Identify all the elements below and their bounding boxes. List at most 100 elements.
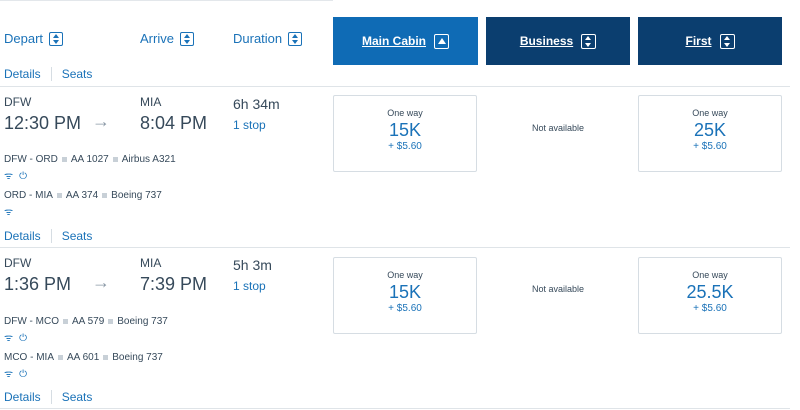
segment-aircraft: Boeing 737 (117, 316, 168, 327)
flight-links: Details Seats (0, 388, 92, 406)
power-outlet-icon: ⏻ (19, 369, 28, 380)
destination-code: MIA (140, 256, 162, 270)
segment-aircraft: Airbus A321 (121, 154, 176, 165)
seats-link[interactable]: Seats (61, 390, 93, 404)
amenities: ᯤ ⏻ (4, 171, 27, 182)
segment-flight: AA 601 (67, 352, 100, 363)
amenities: ᯤ (4, 207, 13, 218)
seats-link[interactable]: Seats (61, 229, 93, 243)
sort-depart-label: Depart (4, 31, 44, 46)
fare-miles: 25K (693, 120, 727, 140)
flight-row: DFW 1:36 PM → MIA 7:39 PM 5h 3m 1 stop D… (0, 248, 790, 408)
tab-main-cabin[interactable]: Main Cabin (333, 17, 478, 65)
fare-first[interactable]: One way 25K + $5.60 (638, 95, 782, 172)
fare-type: One way (692, 270, 728, 280)
sort-arrive[interactable]: Arrive (140, 31, 194, 46)
flight-row: DFW 12:30 PM → MIA 8:04 PM 6h 34m 1 stop… (0, 87, 790, 247)
fare-type: One way (692, 108, 728, 118)
seats-link[interactable]: Seats (61, 67, 93, 81)
tab-first-label: First (685, 34, 712, 48)
segment-aircraft: Boeing 737 (111, 190, 162, 201)
sort-duration-label: Duration (233, 31, 283, 46)
sort-depart[interactable]: Depart (4, 31, 64, 46)
sort-toggle-icon (581, 33, 597, 49)
row-divider (0, 247, 790, 248)
details-link[interactable]: Details (0, 390, 52, 404)
destination-code: MIA (140, 95, 162, 109)
fare-main-cabin[interactable]: One way 15K + $5.60 (333, 257, 477, 334)
segment-flight: AA 374 (65, 190, 99, 201)
sort-toggle-icon (49, 31, 64, 46)
segment-info: DFW - ORD AA 1027 Airbus A321 (4, 154, 176, 165)
fare-miles: 25.5K (686, 282, 734, 302)
separator (103, 355, 109, 360)
depart-time: 12:30 PM (4, 113, 82, 133)
fare-tax: + $5.60 (388, 141, 422, 152)
wifi-icon: ᯤ (4, 207, 14, 218)
fare-tax: + $5.60 (388, 303, 422, 314)
separator (58, 355, 63, 360)
tab-first[interactable]: First (638, 17, 782, 65)
duration: 5h 3m (233, 257, 272, 273)
segment-aircraft: Boeing 737 (112, 352, 163, 363)
segment-route: DFW - ORD (4, 154, 58, 165)
fare-type: One way (387, 270, 423, 280)
sort-arrive-label: Arrive (140, 31, 174, 46)
flight-links: Details Seats (0, 227, 92, 245)
sort-duration[interactable]: Duration (233, 31, 303, 46)
tab-business[interactable]: Business (486, 17, 630, 65)
origin-code: DFW (4, 95, 32, 109)
arrive-time: 7:39 PM (140, 274, 208, 294)
fare-miles: 15K (388, 120, 422, 140)
origin-code: DFW (4, 256, 32, 270)
separator (56, 193, 62, 198)
segment-info: DFW - MCO AA 579 Boeing 737 (4, 316, 168, 327)
wifi-icon: ᯤ (4, 333, 14, 344)
amenities: ᯤ ⏻ (4, 333, 27, 344)
fare-first[interactable]: One way 25.5K + $5.60 (638, 257, 782, 334)
segment-route: ORD - MIA (4, 190, 53, 201)
segment-info: ORD - MIA AA 374 Boeing 737 (4, 190, 162, 201)
segment-route: DFW - MCO (4, 316, 59, 327)
separator (61, 157, 67, 162)
row-divider (0, 408, 790, 409)
details-link[interactable]: Details (0, 229, 52, 243)
fare-business-unavailable: Not available (531, 284, 585, 294)
separator (112, 157, 118, 162)
separator (63, 319, 68, 324)
fare-type: One way (387, 108, 423, 118)
separator (108, 319, 114, 324)
segment-info: MCO - MIA AA 601 Boeing 737 (4, 352, 163, 363)
arrive-time: 8:04 PM (140, 113, 208, 133)
duration: 6h 34m (233, 96, 280, 112)
arrow-right-icon: → (92, 111, 110, 131)
stops-link[interactable]: 1 stop (233, 279, 266, 293)
top-divider (0, 0, 333, 1)
row-divider (0, 86, 790, 87)
fare-miles: 15K (388, 282, 422, 302)
segment-route: MCO - MIA (4, 352, 54, 363)
sort-toggle-icon (288, 31, 303, 46)
sort-toggle-icon (179, 31, 194, 46)
depart-time: 1:36 PM (4, 274, 72, 294)
power-outlet-icon: ⏻ (19, 171, 28, 182)
arrow-right-icon: → (92, 272, 110, 292)
wifi-icon: ᯤ (4, 171, 14, 182)
sort-toggle-icon (719, 33, 735, 49)
wifi-icon: ᯤ (4, 369, 14, 380)
flight-links-header: Details Seats (0, 65, 92, 83)
sort-ascending-icon (434, 33, 449, 49)
segment-flight: AA 1027 (70, 154, 109, 165)
details-link[interactable]: Details (0, 67, 52, 81)
fare-tax: + $5.60 (693, 303, 727, 314)
segment-flight: AA 579 (72, 316, 105, 327)
tab-main-cabin-label: Main Cabin (361, 34, 426, 48)
stops-link[interactable]: 1 stop (233, 118, 266, 132)
fare-tax: + $5.60 (693, 141, 727, 152)
separator (102, 193, 108, 198)
amenities: ᯤ ⏻ (4, 369, 27, 380)
fare-business-unavailable: Not available (531, 123, 585, 133)
fare-main-cabin[interactable]: One way 15K + $5.60 (333, 95, 477, 172)
tab-business-label: Business (519, 34, 574, 48)
power-outlet-icon: ⏻ (19, 333, 28, 344)
